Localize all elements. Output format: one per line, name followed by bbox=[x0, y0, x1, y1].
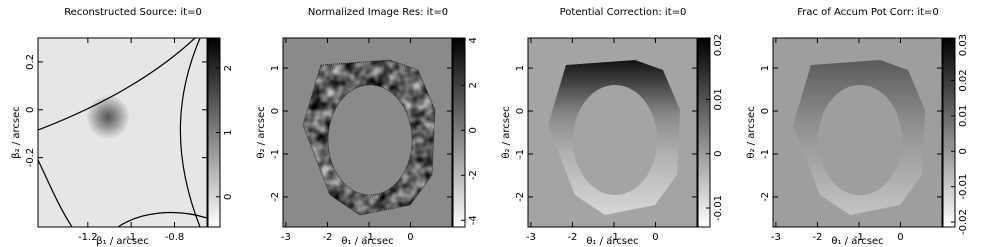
colorbar-tick-label: 0.02 bbox=[713, 34, 724, 56]
x-tick-label: 0 bbox=[407, 232, 413, 243]
x-tick-label: -1.2 bbox=[78, 232, 98, 243]
y-tick-label: -0.2 bbox=[25, 148, 36, 168]
colorbar-tick-label: 1 bbox=[223, 129, 234, 135]
y-tick-label: -2 bbox=[760, 192, 771, 202]
colorbar-tick-label: -4 bbox=[468, 215, 479, 225]
colorbar bbox=[452, 37, 466, 228]
colorbar-tick-label: 0 bbox=[713, 150, 724, 156]
colorbar bbox=[942, 37, 956, 228]
colorbar-tick-label: 0 bbox=[958, 148, 969, 154]
y-tick-label: -1 bbox=[760, 149, 771, 159]
colorbar-tick-label: -2 bbox=[468, 170, 479, 180]
colorbar-tick-label: -0.01 bbox=[958, 174, 969, 200]
x-axis-label: θ₁ / arcsec bbox=[341, 236, 393, 247]
colorbar-tick-label: 0.03 bbox=[958, 34, 969, 56]
colorbar-tick-label: 2 bbox=[223, 65, 234, 71]
y-tick-label: -2 bbox=[515, 192, 526, 202]
plot-frame bbox=[37, 37, 208, 228]
y-tick-label: -2 bbox=[270, 192, 281, 202]
panel-title: Potential Correction: it=0 bbox=[560, 7, 687, 18]
fraction-image bbox=[773, 38, 942, 227]
x-tick-label: 0 bbox=[897, 232, 903, 243]
y-tick-label: 1 bbox=[515, 65, 526, 71]
y-tick-label: 0 bbox=[25, 107, 36, 113]
x-tick-label: -1 bbox=[126, 232, 136, 243]
colorbar-tick-label: -0.02 bbox=[958, 209, 969, 235]
plot-frame bbox=[282, 37, 453, 228]
y-axis-label: β₂ / arcsec bbox=[11, 106, 22, 159]
x-tick-label: -0.8 bbox=[165, 232, 185, 243]
x-tick-label: -1 bbox=[364, 232, 374, 243]
panel-title: Frac of Accum Pot Corr: it=0 bbox=[797, 7, 939, 18]
source-image bbox=[38, 38, 207, 227]
y-tick-label: -1 bbox=[270, 149, 281, 159]
colorbar-tick-label: 0 bbox=[223, 194, 234, 200]
colorbar-tick-label: 0.01 bbox=[958, 105, 969, 127]
x-axis-label: β₁ / arcsec bbox=[96, 236, 149, 247]
x-axis-label: θ₁ / arcsec bbox=[586, 236, 638, 247]
colorbar-tick-label: 2 bbox=[468, 82, 479, 88]
y-axis-label: θ₂ / arcsec bbox=[746, 106, 757, 158]
residual-image bbox=[283, 38, 452, 227]
potential-image bbox=[528, 38, 697, 227]
y-tick-label: 0 bbox=[270, 108, 281, 114]
x-tick-label: -3 bbox=[771, 232, 781, 243]
y-axis-label: θ₂ / arcsec bbox=[501, 106, 512, 158]
x-axis-label: θ₁ / arcsec bbox=[831, 236, 883, 247]
x-tick-label: -3 bbox=[281, 232, 291, 243]
x-tick-label: -1 bbox=[609, 232, 619, 243]
y-tick-label: 0 bbox=[515, 108, 526, 114]
plot-frame bbox=[772, 37, 943, 228]
colorbar-tick-label: 0.01 bbox=[713, 88, 724, 110]
y-tick-label: 0.2 bbox=[25, 54, 36, 70]
panel-title: Reconstructed Source: it=0 bbox=[64, 7, 202, 18]
x-tick-label: -2 bbox=[567, 232, 577, 243]
y-tick-label: 0 bbox=[760, 108, 771, 114]
colorbar bbox=[697, 37, 711, 228]
x-tick-label: -1 bbox=[854, 232, 864, 243]
colorbar-tick-label: 4 bbox=[468, 37, 479, 43]
plot-frame bbox=[527, 37, 698, 228]
y-axis-label: θ₂ / arcsec bbox=[256, 106, 267, 158]
x-tick-label: -2 bbox=[812, 232, 822, 243]
panel-title: Normalized Image Res: it=0 bbox=[308, 7, 448, 18]
y-tick-label: 1 bbox=[270, 65, 281, 71]
colorbar-tick-label: -0.01 bbox=[713, 195, 724, 221]
y-tick-label: 1 bbox=[760, 65, 771, 71]
colorbar-tick-label: 0.02 bbox=[958, 69, 969, 91]
x-tick-label: -2 bbox=[322, 232, 332, 243]
x-tick-label: 0 bbox=[652, 232, 658, 243]
x-tick-label: -3 bbox=[526, 232, 536, 243]
colorbar-tick-label: 0 bbox=[468, 127, 479, 133]
y-tick-label: -1 bbox=[515, 149, 526, 159]
